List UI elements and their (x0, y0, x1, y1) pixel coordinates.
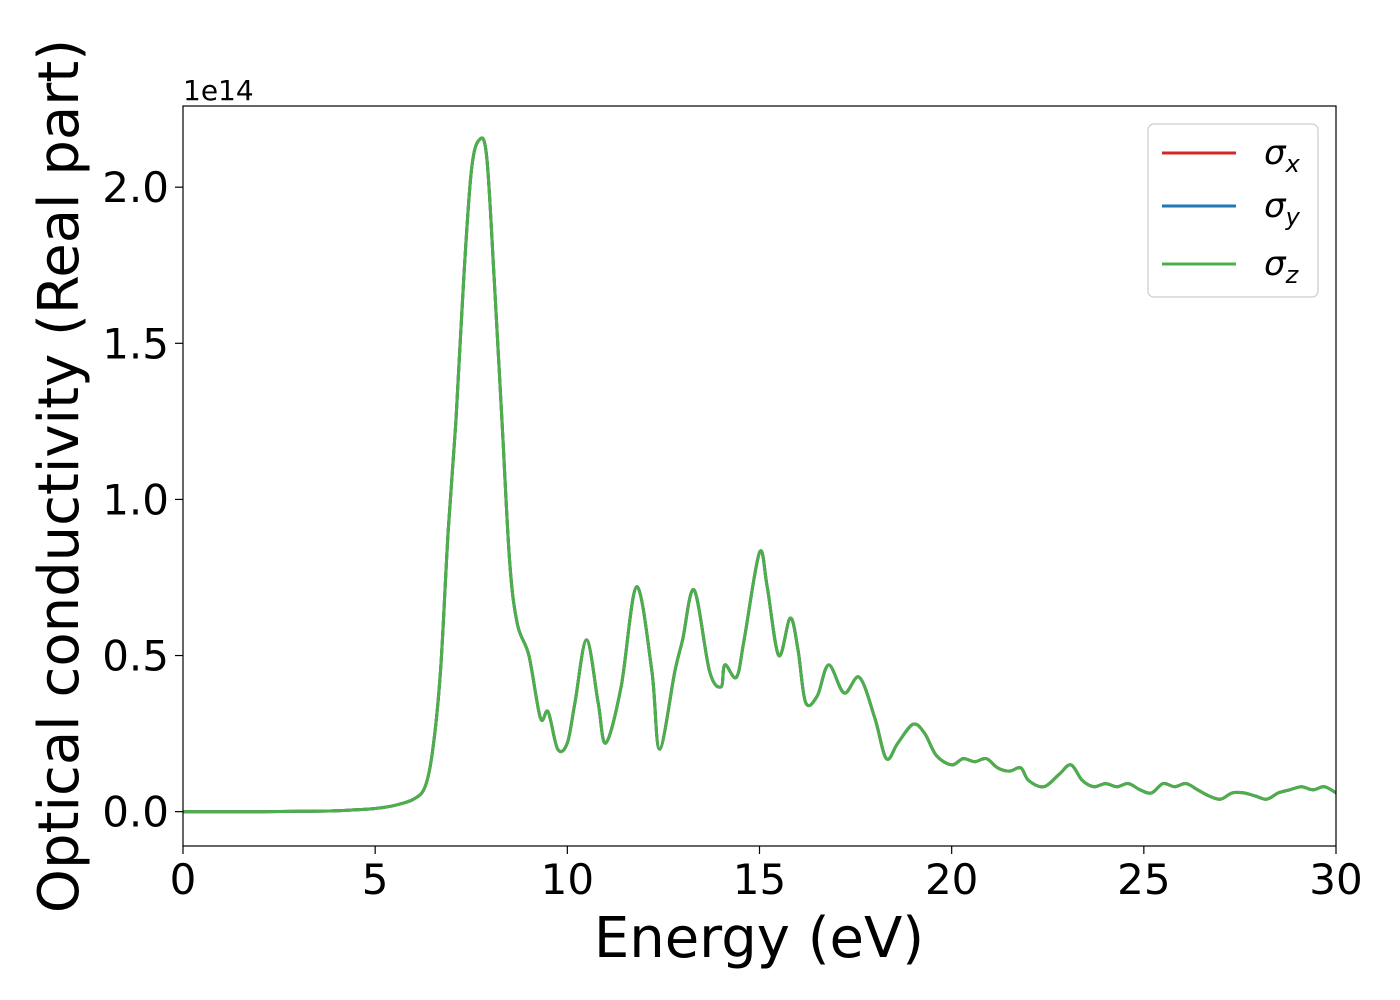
x-tick-label: 15 (733, 855, 786, 904)
plot-area (183, 106, 1336, 846)
x-tick-label: 10 (541, 855, 594, 904)
x-tick-label: 5 (362, 855, 389, 904)
y-tick-label: 1.0 (102, 475, 169, 524)
y-axis-title: Optical conductivity (Real part) (27, 39, 92, 913)
legend-subscript: x (1285, 150, 1301, 178)
x-tick-label: 20 (925, 855, 978, 904)
y-offset-text: 1e14 (183, 74, 254, 107)
y-tick-label: 0.0 (102, 788, 169, 837)
legend-subscript: z (1285, 261, 1300, 289)
x-tick-label: 30 (1309, 855, 1362, 904)
y-tick-label: 1.5 (102, 319, 169, 368)
y-tick-label: 0.5 (102, 632, 169, 681)
legend-subscript: y (1285, 203, 1301, 231)
y-axis-ticks: 0.0 0.5 1.0 1.5 2.0 (102, 163, 183, 837)
y-tick-label: 2.0 (102, 163, 169, 212)
series-line-sigma-z (183, 136, 1337, 814)
x-axis-ticks: 0 5 10 15 20 25 30 (170, 846, 1363, 904)
x-axis-title: Energy (eV) (594, 906, 924, 971)
x-tick-label: 25 (1117, 855, 1170, 904)
x-tick-label: 0 (170, 855, 197, 904)
series-layer (183, 136, 1337, 814)
legend-box (1147, 123, 1319, 298)
